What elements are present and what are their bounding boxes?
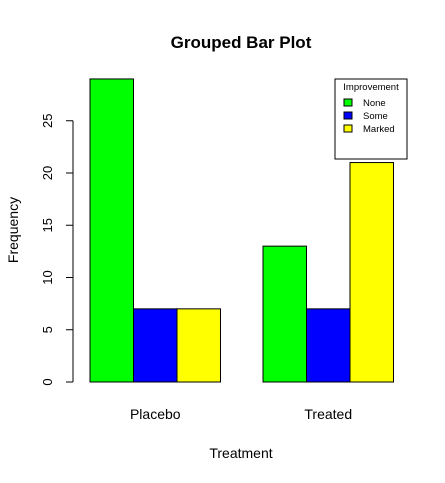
legend-swatch-some <box>343 111 353 120</box>
legend-swatch-none <box>343 98 353 107</box>
y-axis-label: Frequency <box>5 197 21 263</box>
bar-treated-some <box>306 308 351 383</box>
bar-placebo-none <box>89 78 134 383</box>
y-tick-label: 20 <box>40 166 55 180</box>
bar-treated-none <box>262 245 307 383</box>
legend-label-some: Some <box>363 111 388 122</box>
legend-swatch-marked <box>343 124 353 133</box>
y-tick-label: 10 <box>40 270 55 284</box>
bars-group <box>89 78 394 383</box>
y-tick-label: 5 <box>40 326 55 333</box>
chart-title: Grouped Bar Plot <box>171 33 312 52</box>
legend-title: Improvement <box>343 82 399 93</box>
x-tick-label: Treated <box>304 406 352 422</box>
legend: Improvement None Some Marked <box>334 78 408 160</box>
x-tick-label: Placebo <box>130 406 181 422</box>
y-axis: 0 5 10 15 20 25 <box>40 114 74 386</box>
y-tick-label: 0 <box>40 378 55 385</box>
bar-treated-marked <box>349 162 394 383</box>
legend-label-marked: Marked <box>363 124 395 135</box>
bar-placebo-marked <box>176 308 221 383</box>
x-axis-tick-labels: Placebo Treated <box>130 406 352 422</box>
y-tick-label: 15 <box>40 218 55 232</box>
y-tick-label: 25 <box>40 114 55 128</box>
x-axis-label: Treatment <box>209 445 272 461</box>
legend-label-none: None <box>363 98 386 109</box>
bar-placebo-some <box>133 308 178 383</box>
legend-items: None Some Marked <box>343 98 395 135</box>
